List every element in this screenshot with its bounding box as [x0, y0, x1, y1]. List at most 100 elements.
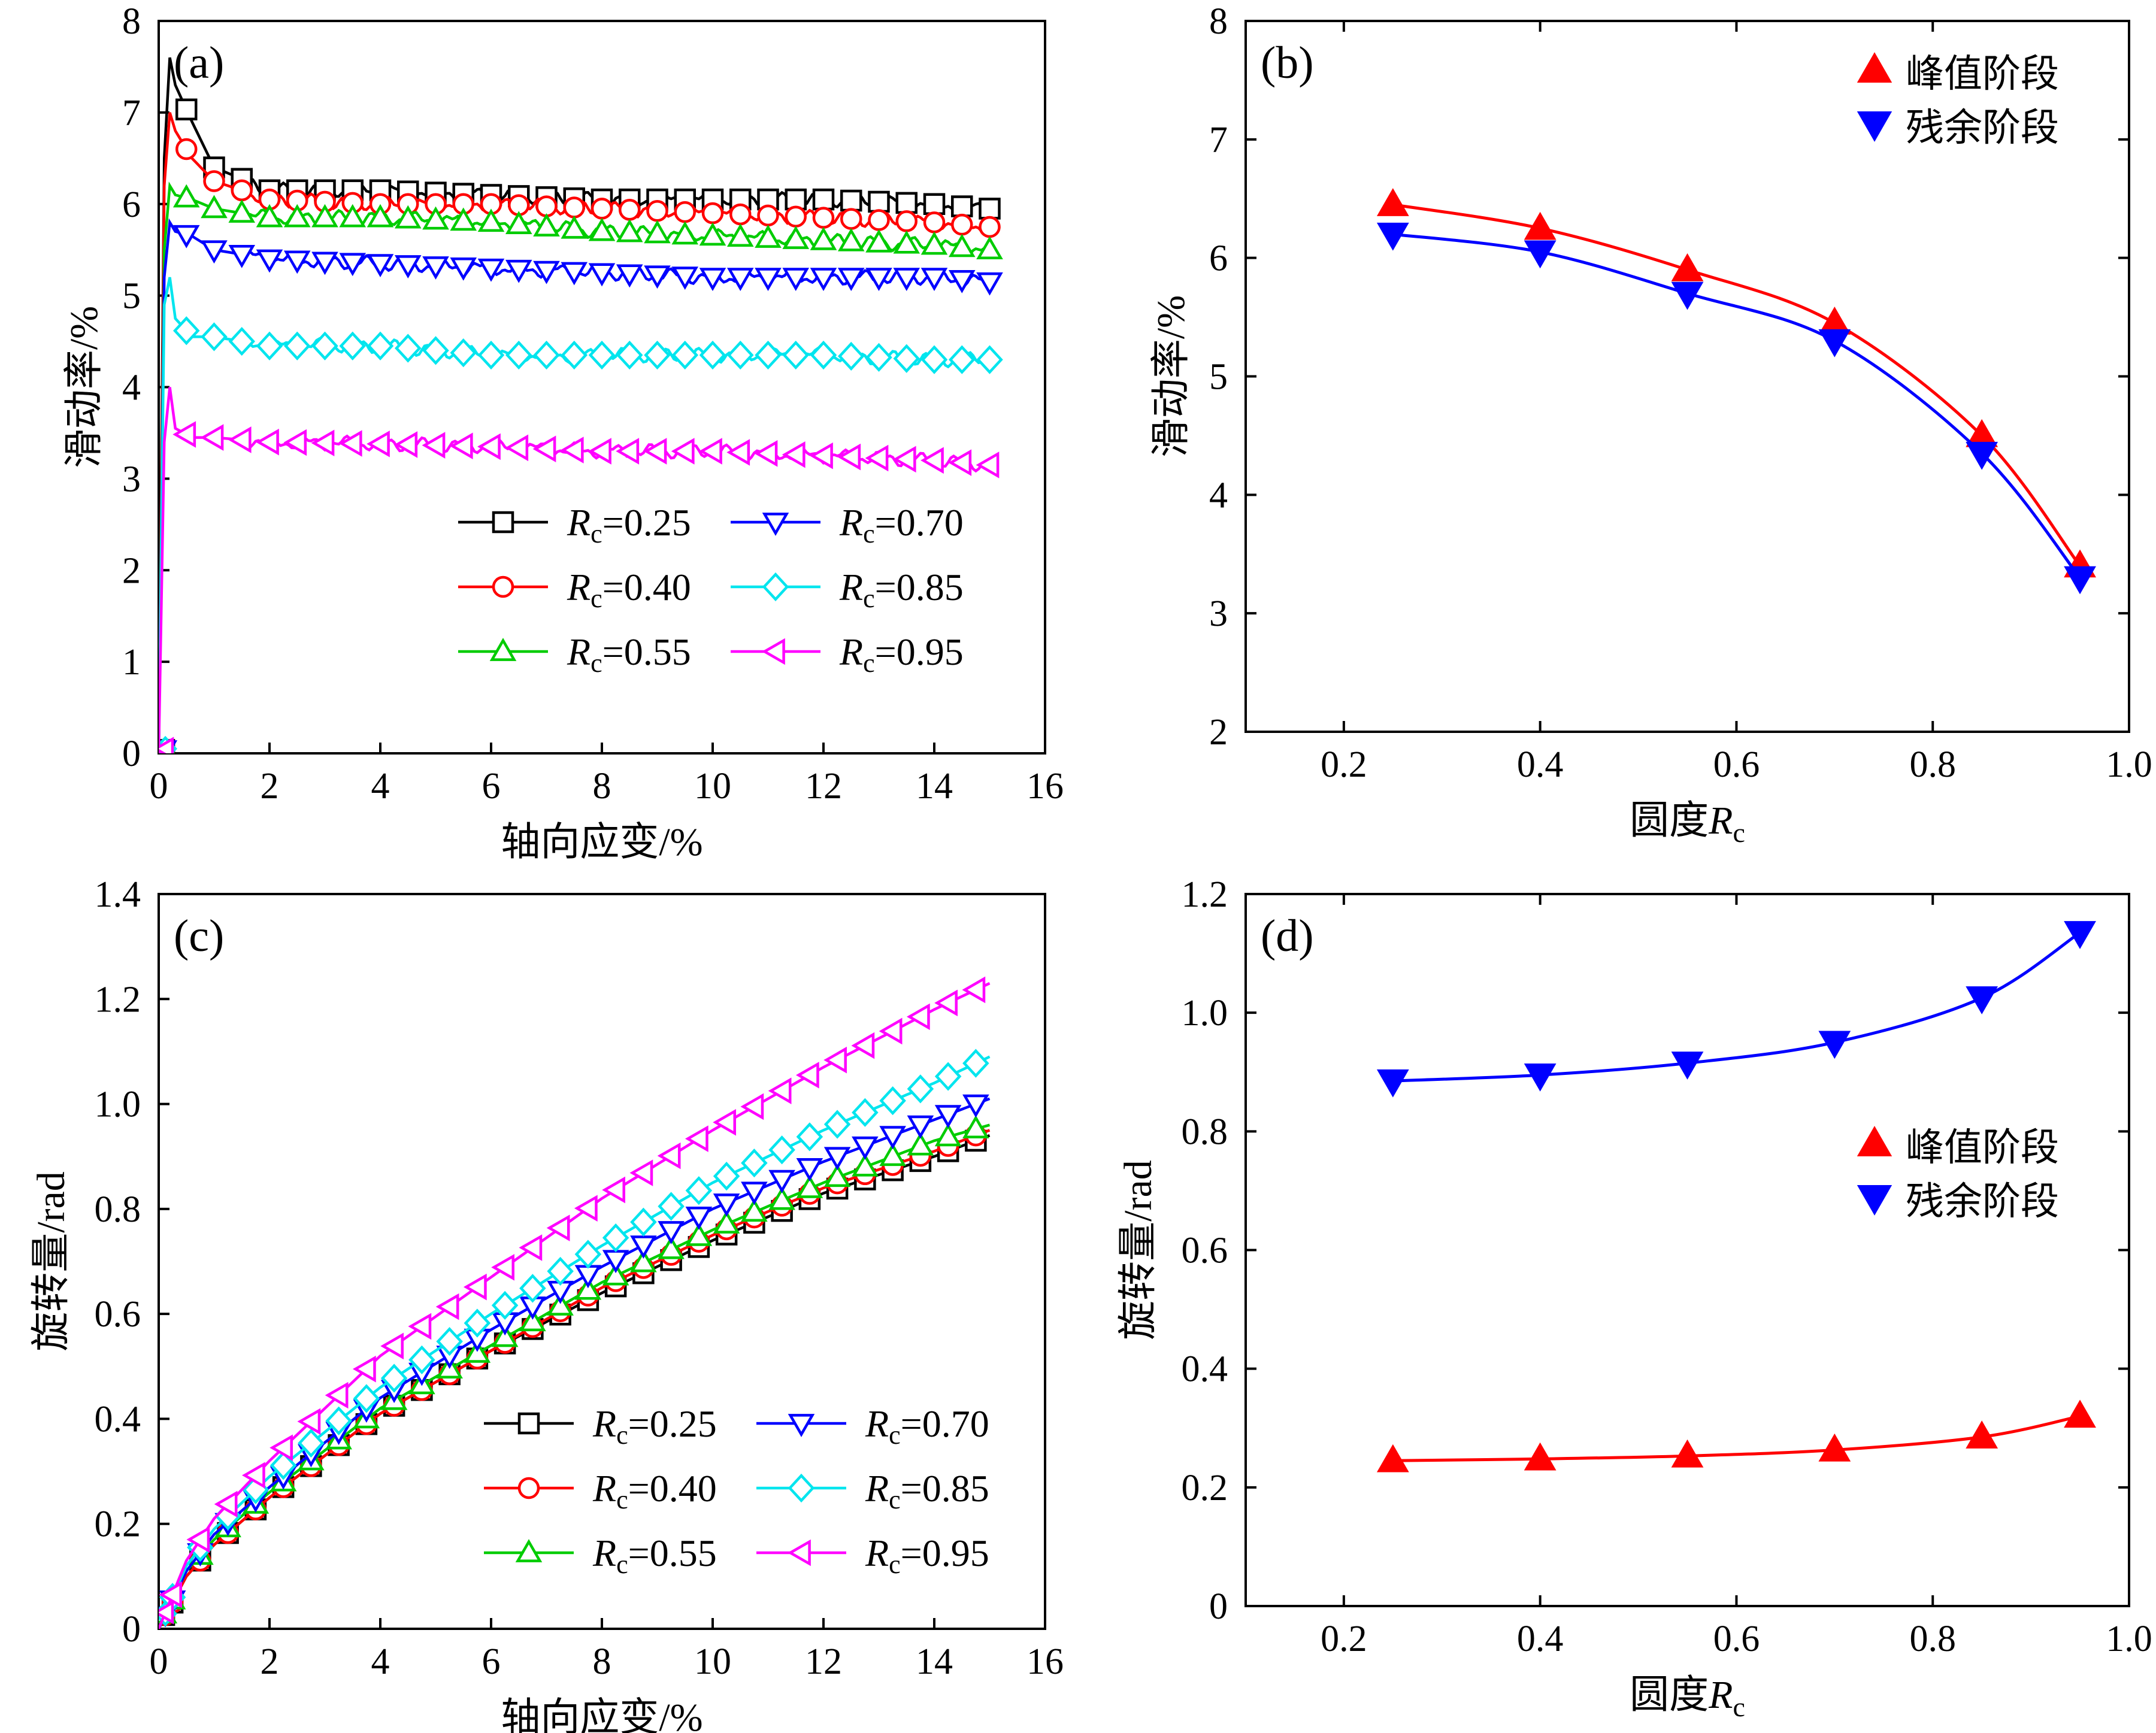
- data-point: [231, 179, 253, 202]
- data-point: [449, 432, 473, 460]
- data-point: [962, 1115, 989, 1139]
- y-tick-label: 1.4: [95, 874, 141, 915]
- x-tick-label: 2: [261, 766, 279, 807]
- data-point: [1376, 188, 1409, 216]
- legend-label: 残余阶段: [1906, 1180, 2059, 1223]
- data-point: [768, 1077, 792, 1104]
- x-axis-title: 轴向应变/%: [501, 1696, 702, 1733]
- data-point: [920, 231, 948, 255]
- data-point: [630, 1249, 657, 1273]
- data-point: [810, 226, 837, 250]
- data-point: [979, 216, 1001, 238]
- y-tick-label: 1.0: [1182, 993, 1228, 1034]
- legend-sub: c: [889, 1550, 901, 1579]
- data-point: [200, 424, 224, 451]
- data-point: [380, 1364, 408, 1393]
- data-point: [923, 193, 946, 215]
- x-axis-title: 轴向应变/%: [501, 820, 702, 864]
- legend: Rc=0.25Rc=0.40Rc=0.55Rc=0.70Rc=0.85Rc=0.…: [458, 501, 964, 678]
- data-point: [823, 1110, 851, 1139]
- data-point: [741, 1149, 768, 1178]
- data-point: [812, 188, 835, 211]
- series-Rc=0.55: [159, 181, 1003, 753]
- legend-marker: [517, 1412, 540, 1435]
- data-point: [505, 434, 529, 462]
- x-tick-label: 12: [805, 1641, 842, 1682]
- data-point: [726, 340, 754, 370]
- data-point: [408, 1345, 435, 1374]
- y-axis-title: 滑动率/%: [62, 306, 106, 468]
- data-point: [228, 326, 256, 356]
- legend-item-Rc=0.40: Rc=0.40: [458, 566, 691, 613]
- data-point: [755, 340, 782, 370]
- data-point: [755, 268, 782, 291]
- data-point: [852, 1153, 879, 1177]
- data-point: [962, 976, 986, 1004]
- data-point: [574, 1240, 602, 1269]
- data-point: [588, 217, 616, 241]
- plot-frame: [1244, 893, 2130, 1607]
- panel-label: (d): [1261, 911, 1314, 961]
- fit-curve: [1392, 232, 2082, 579]
- legend-var: R: [865, 1402, 889, 1445]
- legend-item-残余阶段: 残余阶段: [1857, 107, 2059, 149]
- data-point: [547, 1292, 574, 1316]
- panel-d: 0.2 0.4 0.6 0.8 1.0 0 0.2 0.4 0.6 0.8 1.0 1.2 (d) 圆度R…: [1116, 874, 2152, 1722]
- data-point: [1818, 1433, 1851, 1462]
- data-point: [422, 432, 446, 459]
- data-point: [671, 340, 699, 370]
- y-tick-label: 1.0: [95, 1084, 141, 1125]
- data-point: [893, 344, 920, 373]
- y-tick-label: 0.8: [95, 1189, 141, 1230]
- data-point: [895, 192, 917, 214]
- legend-label: Rc=0.55: [592, 1532, 717, 1579]
- legend-var: R: [567, 501, 591, 544]
- data-point: [616, 264, 643, 288]
- data-point: [962, 1049, 989, 1078]
- data-point: [561, 262, 588, 286]
- data-point: [1671, 1052, 1704, 1080]
- x-tick-label: 6: [482, 1641, 501, 1682]
- data-point: [477, 208, 505, 232]
- data-point: [283, 331, 311, 360]
- y-tick-label: 1.2: [95, 979, 141, 1020]
- data-point: [823, 1164, 851, 1187]
- y-tick-label: 7: [1209, 120, 1228, 160]
- legend-marker: [762, 513, 789, 536]
- data-point: [934, 1062, 962, 1091]
- legend-marker: [492, 575, 514, 598]
- legend-marker: [517, 1477, 540, 1499]
- series-Rc=0.70: [159, 218, 1003, 753]
- plot-frame: [158, 893, 1046, 1630]
- data-point: [602, 1176, 625, 1204]
- data-point: [726, 223, 754, 247]
- x-axis-title-sub: c: [1733, 1692, 1745, 1722]
- data-point: [228, 244, 256, 268]
- data-point: [450, 257, 477, 281]
- legend-eq: =0.40: [628, 1467, 717, 1510]
- data-point: [353, 1384, 380, 1413]
- data-point: [574, 1195, 598, 1222]
- data-point: [812, 207, 835, 229]
- data-point: [270, 1451, 297, 1480]
- plot-area: [159, 976, 991, 1629]
- x-tick-label: 0.6: [1713, 744, 1760, 785]
- data-point: [810, 268, 837, 291]
- data-point: [241, 1462, 265, 1489]
- data-point: [505, 340, 532, 370]
- legend-item-峰值阶段: 峰值阶段: [1857, 1126, 2059, 1169]
- data-point: [934, 1123, 962, 1147]
- y-tick-label: 0.4: [95, 1399, 141, 1440]
- data-point: [837, 443, 861, 471]
- data-point: [948, 234, 976, 257]
- data-point: [768, 1170, 795, 1193]
- data-point: [699, 438, 722, 465]
- y-tick-label: 0.4: [1182, 1349, 1228, 1390]
- data-point: [810, 340, 837, 370]
- data-point: [256, 428, 279, 456]
- legend-item-Rc=0.40: Rc=0.40: [484, 1467, 717, 1514]
- x-axis-title: 圆度Rc: [1630, 799, 1745, 848]
- data-point: [906, 1003, 930, 1031]
- series-Rc=0.95: [159, 976, 991, 1629]
- data-point: [172, 225, 200, 249]
